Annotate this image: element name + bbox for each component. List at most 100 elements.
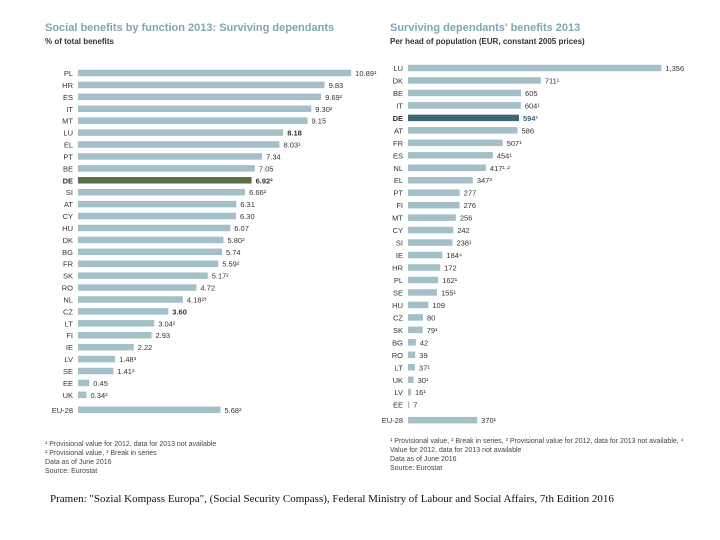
right-bar-eu-28 <box>408 416 478 424</box>
right-category-label-se: SE <box>393 288 403 297</box>
left-category-label-ro: RO <box>62 284 73 293</box>
left-category-label-lt: LT <box>65 319 74 328</box>
left-bar-lu <box>78 129 284 136</box>
left-category-label-at: AT <box>64 200 73 209</box>
left-bar-hu <box>78 224 231 232</box>
right-value-label-eu-28: 370¹ <box>481 416 497 425</box>
right-category-label-cy: CY <box>393 226 403 235</box>
left-value-label-se: 1.41² <box>117 367 135 376</box>
left-value-label-cz: 3.60 <box>172 307 187 316</box>
left-value-label-dk: 5.80² <box>228 236 246 245</box>
left-value-label-si: 6.66² <box>249 188 267 197</box>
right-value-label-mt: 256 <box>460 214 473 223</box>
right-category-label-sk: SK <box>393 326 403 335</box>
left-bar-es <box>78 93 322 101</box>
right-bar-pt <box>408 189 460 196</box>
left-value-label-cy: 6.30 <box>240 212 255 221</box>
left-value-label-eu-28: 5.68² <box>224 406 242 415</box>
right-category-label-fi: FI <box>396 201 403 210</box>
left-chart-panel: Social benefits by function 2013: Surviv… <box>40 22 377 500</box>
left-bar-sk <box>78 272 208 279</box>
left-value-label-nl: 4.18²³ <box>187 295 207 304</box>
right-value-label-dk: 711¹ <box>545 76 560 85</box>
left-value-label-pt: 7.34 <box>266 152 281 161</box>
left-category-label-cz: CZ <box>63 307 73 316</box>
left-value-label-hr: 9.83 <box>329 81 344 90</box>
left-data-date: Data as of June 2016 <box>45 459 112 466</box>
left-bar-it <box>78 105 312 113</box>
right-category-label-hr: HR <box>392 264 403 273</box>
left-category-label-si: SI <box>66 188 73 197</box>
right-category-label-lt: LT <box>395 363 404 372</box>
left-value-label-sk: 5.17² <box>212 272 230 281</box>
right-bar-cy <box>408 226 454 234</box>
left-category-label-de: DE <box>63 176 73 185</box>
right-value-label-at: 586 <box>521 126 534 135</box>
left-category-label-pl: PL <box>64 69 73 78</box>
right-value-label-fr: 507¹ <box>507 139 523 148</box>
left-bar-el <box>78 141 280 148</box>
right-category-label-mt: MT <box>392 214 403 223</box>
left-category-label-ie: IE <box>66 343 73 352</box>
right-category-label-fr: FR <box>393 139 404 148</box>
right-chart-footnotes: ¹ Provisional value, ² Break in series, … <box>390 437 695 473</box>
left-bar-chart: PL 10.89¹ HR 9.83 ES 9.69² IT 9.30² MT 9.15 LU 8.18… <box>52 69 377 415</box>
left-bar-nl <box>78 296 183 303</box>
right-value-label-cy: 242 <box>457 226 470 235</box>
right-value-label-hu: 109 <box>432 301 445 310</box>
left-category-label-ee: EE <box>63 379 73 388</box>
right-category-label-eu-28: EU-28 <box>382 416 403 425</box>
left-category-label-uk: UK <box>63 391 73 400</box>
right-bar-de <box>408 114 519 122</box>
left-bar-mt <box>78 117 308 124</box>
left-value-label-hu: 6.07 <box>234 224 249 233</box>
right-value-label-be: 605 <box>525 89 538 98</box>
right-bar-hu <box>408 301 429 309</box>
left-value-label-be: 7.05 <box>259 164 274 173</box>
right-bar-hr <box>408 264 441 271</box>
left-category-label-hu: HU <box>62 224 73 233</box>
left-value-label-ie: 2.22 <box>138 343 153 352</box>
right-bar-se <box>408 289 437 296</box>
right-value-label-ro: 39 <box>419 351 427 360</box>
right-category-label-uk: UK <box>393 376 403 385</box>
left-value-label-es: 9.69² <box>325 93 343 102</box>
left-bar-bg <box>78 248 222 256</box>
left-bar-fr <box>78 260 219 267</box>
left-category-label-bg: BG <box>62 248 73 257</box>
right-bar-it <box>408 102 521 109</box>
right-bar-si <box>408 239 453 246</box>
right-value-label-el: 347³ <box>477 176 493 185</box>
right-source: Source: Eurostat <box>390 465 443 472</box>
right-category-label-lv: LV <box>394 388 403 397</box>
left-bar-se <box>78 367 114 375</box>
left-value-label-at: 6.31 <box>240 200 255 209</box>
right-bar-bg <box>408 339 416 346</box>
right-value-label-lu: 1,356 <box>665 64 684 73</box>
left-value-label-mt: 9.15 <box>312 117 327 126</box>
right-footnote-1: ¹ Provisional value, ² Break in series, … <box>390 438 684 454</box>
right-bar-ro <box>408 351 416 359</box>
left-category-label-dk: DK <box>63 236 73 245</box>
right-bar-ee <box>408 401 410 408</box>
left-category-label-fr: FR <box>63 260 74 269</box>
right-chart-subtitle: Per head of population (EUR, constant 20… <box>390 37 585 46</box>
left-category-label-hr: HR <box>62 81 73 90</box>
right-category-label-at: AT <box>394 126 403 135</box>
right-category-label-dk: DK <box>393 76 403 85</box>
left-chart-title: Social benefits by function 2013: Surviv… <box>45 22 335 34</box>
left-bar-lt <box>78 320 155 327</box>
right-value-label-sk: 79¹ <box>427 326 438 335</box>
left-category-label-es: ES <box>63 93 73 102</box>
left-source: Source: Eurostat <box>45 468 98 475</box>
right-bar-sk <box>408 326 423 334</box>
right-category-label-be: BE <box>393 89 403 98</box>
left-bar-hr <box>78 81 325 89</box>
right-bar-uk <box>408 376 414 383</box>
right-category-label-pt: PT <box>393 189 403 198</box>
right-bar-chart: LU 1,356 DK 711¹ BE 605 IT 604¹ DE 594¹ AT 586 FR 507… <box>382 64 684 425</box>
left-category-label-pt: PT <box>63 152 73 161</box>
right-value-label-hr: 172 <box>444 264 457 273</box>
left-bar-pl <box>78 69 352 77</box>
right-value-label-pt: 277 <box>464 189 477 198</box>
